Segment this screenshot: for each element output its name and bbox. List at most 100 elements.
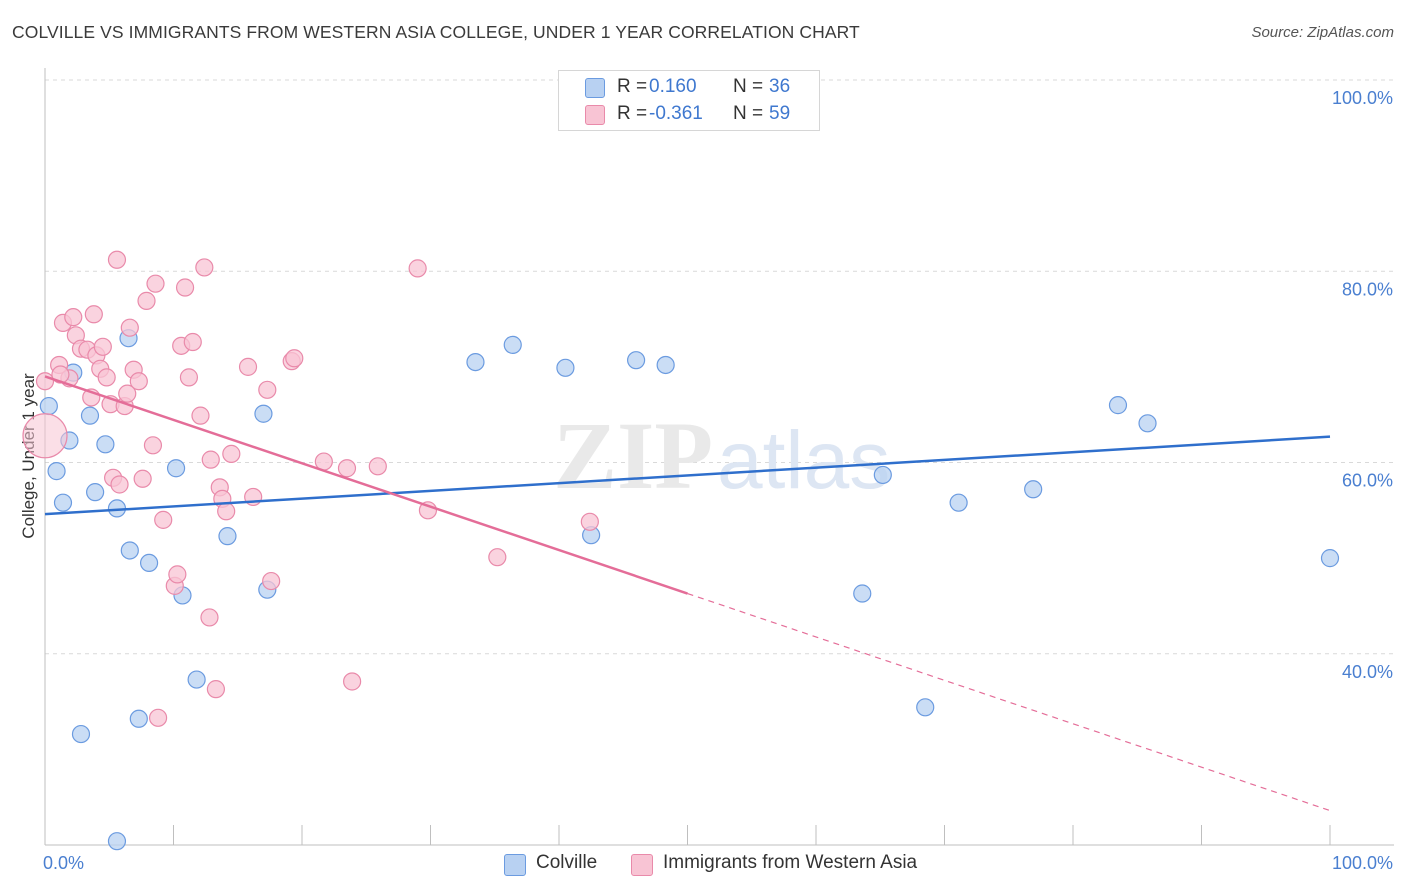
y-tick-labels: 40.0% 60.0% 80.0% 100.0%	[1332, 88, 1393, 682]
western-asia-point	[258, 380, 277, 399]
colville-point	[139, 553, 159, 573]
western-asia-n-value: 59	[769, 103, 791, 124]
colville-point	[1320, 549, 1340, 568]
colville-r-value: 0.160	[649, 76, 697, 97]
y-tick-label: 100.0%	[1332, 88, 1393, 108]
western-asia-point	[154, 510, 173, 529]
colville-legend-swatch	[504, 854, 526, 876]
western-asia-point	[143, 436, 163, 455]
western-asia-point	[488, 548, 507, 567]
n-label: N =	[733, 76, 764, 97]
western-asia-point	[222, 444, 241, 463]
colville-point	[254, 404, 273, 423]
colville-point	[1108, 396, 1128, 415]
western-asia-point	[148, 708, 168, 727]
y-tick-label: 80.0%	[1342, 279, 1393, 299]
western-asia-point	[238, 357, 258, 376]
trend-lines	[44, 375, 1331, 812]
western-asia-point	[179, 368, 199, 387]
western-asia-point	[137, 291, 156, 310]
western-asia-point	[84, 305, 103, 324]
colville-legend-label: Colville	[536, 852, 598, 873]
data-points	[22, 70, 1340, 851]
western-asia-point	[93, 337, 112, 356]
colville-point	[626, 351, 646, 370]
colville-point	[107, 832, 127, 851]
western-asia-point	[107, 250, 127, 269]
x-tick-label-min: 0.0%	[43, 853, 84, 873]
r-label: R =	[617, 76, 648, 97]
colville-point	[187, 670, 206, 689]
western-asia-point	[408, 259, 427, 278]
western-asia-point	[129, 372, 148, 391]
western-asia-point	[201, 450, 220, 469]
colville-point	[129, 709, 148, 728]
western-asia-point	[200, 608, 219, 627]
colville-point	[949, 493, 968, 512]
y-tick-label: 60.0%	[1342, 471, 1393, 491]
western-asia-point	[183, 332, 202, 352]
colville-point	[556, 358, 575, 377]
colville-swatch	[585, 78, 605, 98]
western-asia-point	[146, 274, 165, 293]
western-asia-legend-swatch	[631, 854, 653, 876]
colville-point	[71, 724, 91, 744]
colville-point	[853, 584, 872, 603]
stats-legend: R = 0.160 N = 36 R = -0.361 N = 59	[558, 70, 820, 131]
colville-point	[1024, 480, 1043, 499]
western-asia-point	[580, 512, 599, 531]
colville-point	[166, 459, 186, 478]
x-tick-label-max: 100.0%	[1332, 853, 1393, 873]
western-asia-point	[133, 469, 152, 488]
colville-point	[80, 406, 100, 425]
western-asia-legend-label: Immigrants from Western Asia	[663, 852, 918, 873]
western-asia-point	[51, 365, 70, 384]
colville-point	[873, 465, 892, 485]
colville-point	[96, 435, 115, 454]
western-asia-point	[118, 384, 137, 403]
colville-point	[120, 541, 139, 560]
series-western-asia	[22, 250, 599, 727]
western-asia-point	[120, 318, 139, 337]
western-asia-trend-extension	[687, 592, 1331, 812]
colville-point	[1138, 414, 1157, 433]
colville-point	[503, 335, 522, 354]
western-asia-point	[64, 308, 83, 327]
colville-point	[47, 462, 66, 481]
n-label: N =	[733, 103, 764, 124]
colville-n-value: 36	[769, 76, 791, 97]
western-asia-point	[110, 475, 129, 494]
western-asia-point	[206, 680, 226, 699]
y-tick-label: 40.0%	[1342, 662, 1393, 682]
western-asia-point	[35, 372, 55, 391]
colville-point	[218, 527, 237, 546]
western-asia-point	[175, 278, 195, 297]
x-tick-labels: 0.0% 100.0%	[43, 853, 1393, 873]
western-asia-point	[343, 672, 362, 691]
western-asia-trend-line	[44, 375, 688, 595]
western-asia-swatch	[585, 105, 605, 125]
watermark-atlas: atlas	[717, 415, 890, 506]
western-asia-point	[285, 349, 304, 368]
colville-point	[39, 396, 58, 416]
colville-point	[916, 698, 935, 717]
colville-point	[53, 493, 73, 512]
western-asia-point	[262, 571, 281, 591]
western-asia-point	[22, 413, 68, 459]
western-asia-point	[368, 457, 387, 476]
r-label: R =	[617, 103, 648, 124]
colville-point	[466, 352, 485, 372]
source-credit: Source: ZipAtlas.com	[1251, 24, 1394, 41]
colville-point	[656, 355, 675, 375]
western-asia-r-value: -0.361	[649, 103, 703, 124]
western-asia-point	[97, 368, 116, 387]
colville-point	[86, 483, 105, 502]
watermark: ZIP atlas	[553, 402, 890, 509]
western-asia-point	[217, 502, 236, 521]
western-asia-point	[191, 406, 210, 425]
western-asia-point	[168, 565, 187, 584]
western-asia-point	[337, 459, 357, 478]
colville-trend-line	[44, 435, 1331, 516]
western-asia-point	[195, 258, 214, 277]
